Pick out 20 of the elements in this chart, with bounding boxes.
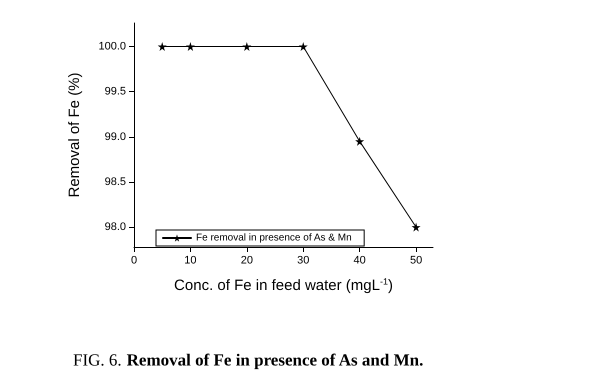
y-tick-label: 98.0: [104, 221, 126, 234]
point: [412, 222, 421, 232]
point: [355, 136, 364, 146]
point: [158, 42, 167, 51]
y-tick-label: 99.0: [104, 130, 126, 143]
x-tick-label: 20: [240, 254, 253, 266]
x-tick-label: 50: [410, 254, 422, 266]
point: [242, 42, 252, 51]
y-tick-label: 100.0: [98, 40, 126, 52]
y-tick-label: 99.5: [104, 86, 126, 98]
y-tick-label: 98.5: [104, 176, 126, 188]
x-tick-label: 0: [130, 254, 138, 266]
y-axis-title: Removal of Fe (%): [66, 72, 83, 198]
text: FIG. 6. Removal of Fe in presence of As and Mn.: [73, 350, 424, 370]
x-tick-label: 10: [184, 254, 197, 266]
x-tick-label: 40: [354, 254, 366, 266]
x-tick-label: 30: [297, 254, 310, 266]
point: [298, 42, 308, 51]
legend-label: Fe removal in presence of As & Mn: [196, 232, 352, 244]
point: [186, 42, 195, 51]
